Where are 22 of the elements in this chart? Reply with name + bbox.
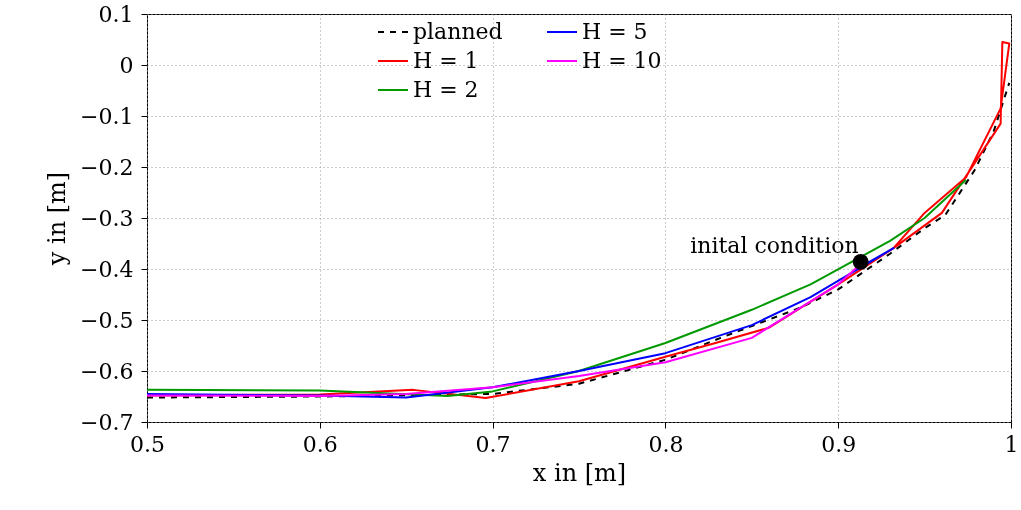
y-tick-label: −0.1 (80, 103, 134, 129)
y-tick-label: −0.5 (80, 307, 134, 333)
legend-label: H = 10 (582, 48, 662, 73)
y-tick-label: −0.2 (80, 154, 134, 180)
y-tick-label: 0.1 (98, 1, 134, 27)
y-axis-title: y in [m] (43, 171, 72, 267)
y-tick-label: −0.3 (80, 205, 134, 231)
legend-label: H = 1 (413, 48, 479, 73)
x-tick-label: 0.9 (821, 431, 857, 457)
y-tick-label: −0.4 (80, 256, 134, 282)
line-series (147, 178, 968, 397)
legend-label: H = 5 (582, 19, 648, 44)
legend-label: H = 2 (413, 77, 479, 102)
x-axis-title: x in [m] (532, 458, 627, 487)
x-tick-label: 0.7 (475, 431, 511, 457)
legend-label: planned (413, 19, 503, 44)
x-tick-label: 0.8 (648, 431, 684, 457)
annotation: inital condition (690, 232, 859, 258)
x-tick-label: 1 (1004, 431, 1019, 457)
y-tick-label: −0.6 (80, 358, 134, 384)
x-tick-label: 0.6 (302, 431, 338, 457)
y-tick-label: 0 (119, 52, 134, 78)
